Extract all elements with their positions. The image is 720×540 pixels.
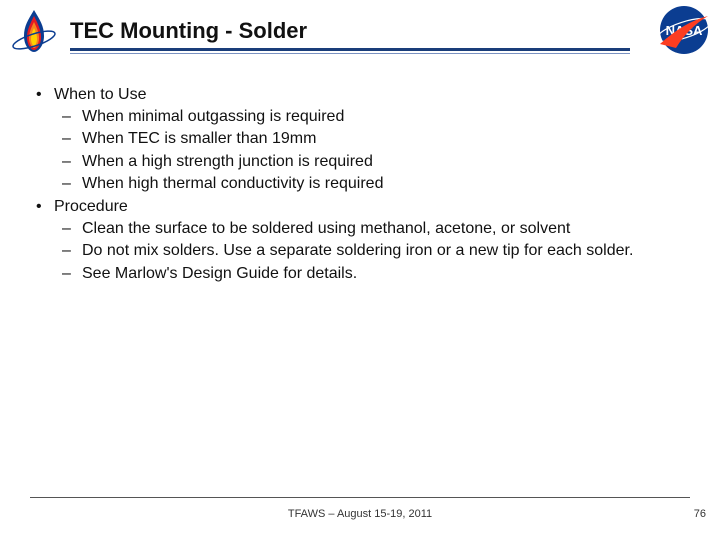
- sub-list-item: When TEC is smaller than 19mm: [82, 128, 690, 150]
- footer-divider: [30, 497, 690, 498]
- list-item: Procedure Clean the surface to be solder…: [54, 196, 690, 284]
- footer-text: TFAWS – August 15-19, 2011: [0, 508, 720, 520]
- sub-list-item: Do not mix solders. Use a separate solde…: [82, 240, 690, 262]
- slide-title: TEC Mounting - Solder: [70, 18, 720, 44]
- sub-list-item: When a high strength junction is require…: [82, 151, 690, 173]
- title-underline: [70, 48, 630, 54]
- page-number: 76: [694, 508, 706, 520]
- nasa-logo-icon: NASA: [654, 4, 714, 61]
- list-item-label: When to Use: [54, 86, 146, 103]
- sub-list-item: When high thermal conductivity is requir…: [82, 173, 690, 195]
- sub-list: Clean the surface to be soldered using m…: [54, 218, 690, 285]
- flame-logo-icon: [6, 4, 62, 65]
- sub-list: When minimal outgassing is required When…: [54, 106, 690, 195]
- content-area: When to Use When minimal outgassing is r…: [0, 64, 720, 284]
- sub-list-item: When minimal outgassing is required: [82, 106, 690, 128]
- bullet-list: When to Use When minimal outgassing is r…: [36, 84, 690, 284]
- list-item: When to Use When minimal outgassing is r…: [54, 84, 690, 195]
- header: NASA TEC Mounting - Solder: [0, 0, 720, 64]
- sub-list-item: See Marlow's Design Guide for details.: [82, 263, 690, 285]
- list-item-label: Procedure: [54, 198, 128, 215]
- sub-list-item: Clean the surface to be soldered using m…: [82, 218, 690, 240]
